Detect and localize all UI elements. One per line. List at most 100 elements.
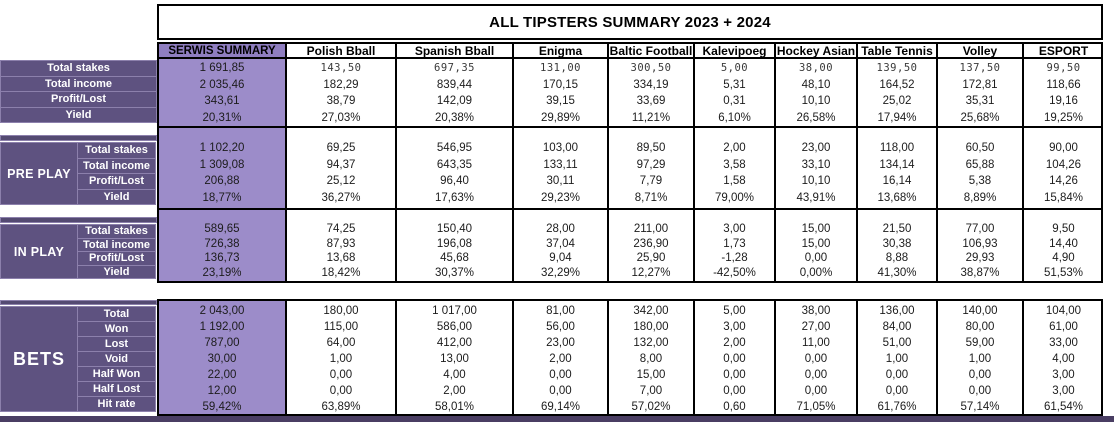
row-label-total-stakes[interactable]: Total stakes	[0, 60, 157, 77]
cell-bets-total-spanish-bball[interactable]: 1 017,00	[432, 305, 477, 317]
cell-bets-won-hockey-asian[interactable]: 27,00	[801, 321, 831, 333]
cell-inplay-profit-lost-hockey-asian[interactable]: 0,00	[804, 252, 828, 264]
cell-bets-lost-polish-bball[interactable]: 64,00	[326, 337, 356, 349]
cell-summary-yield-volley[interactable]: 25,68%	[960, 111, 1000, 124]
cell-preplay-yield-kalevipoeg[interactable]: 79,00%	[714, 191, 754, 204]
cell-summary-yield-baltic-football[interactable]: 11,21%	[631, 111, 671, 124]
cell-inplay-yield-baltic-football[interactable]: 12,27%	[631, 266, 671, 279]
row-label-bets-void[interactable]: Void	[77, 351, 156, 367]
cell-inplay-total-stakes-spanish-bball[interactable]: 150,40	[436, 223, 473, 235]
cell-bets-void-kalevipoeg[interactable]: 0,00	[723, 353, 746, 365]
cell-preplay-yield-table-tennis[interactable]: 13,68%	[877, 191, 917, 204]
row-label-inplay-profit-lost[interactable]: Profit/Lost	[77, 251, 156, 266]
cell-summary-total-stakes-polish-bball[interactable]: 143,50	[320, 62, 362, 74]
cell-bets-total-enigma[interactable]: 81,00	[546, 305, 575, 317]
row-label-bets-won[interactable]: Won	[77, 321, 156, 337]
cell-bets-total-serwis-summary[interactable]: 2 043,00	[199, 305, 245, 317]
cell-bets-lost-enigma[interactable]: 23,00	[546, 337, 575, 349]
cell-preplay-yield-polish-bball[interactable]: 36,27%	[321, 191, 361, 204]
group-label-in-play[interactable]: IN PLAY	[0, 224, 78, 279]
column-header-spanish-bball[interactable]: Spanish Bball	[395, 44, 512, 57]
cell-bets-won-baltic-football[interactable]: 180,00	[633, 321, 669, 333]
cell-inplay-total-stakes-esport[interactable]: 9,50	[1052, 223, 1075, 235]
cell-bets-half-lost-baltic-football[interactable]: 7,00	[639, 385, 663, 397]
column-header-baltic-football[interactable]: Baltic Football	[607, 44, 693, 57]
cell-bets-half-lost-table-tennis[interactable]: 0,00	[885, 385, 909, 397]
cell-preplay-profit-lost-spanish-bball[interactable]: 96,40	[440, 175, 469, 187]
cell-bets-lost-serwis-summary[interactable]: 787,00	[204, 337, 240, 349]
cell-bets-total-kalevipoeg[interactable]: 5,00	[723, 305, 746, 317]
cell-summary-profit-lost-serwis-summary[interactable]: 343,61	[204, 95, 240, 107]
cell-preplay-total-income-esport[interactable]: 104,26	[1045, 158, 1082, 171]
cell-summary-total-stakes-hockey-asian[interactable]: 38,00	[798, 62, 834, 74]
cell-preplay-yield-baltic-football[interactable]: 8,71%	[634, 191, 668, 204]
cell-bets-hit-rate-table-tennis[interactable]: 61,76%	[877, 401, 917, 413]
cell-bets-hit-rate-baltic-football[interactable]: 57,02%	[631, 401, 671, 413]
cell-bets-void-baltic-football[interactable]: 8,00	[639, 353, 663, 365]
cell-summary-profit-lost-table-tennis[interactable]: 25,02	[882, 95, 912, 107]
row-label-preplay-profit-lost[interactable]: Profit/Lost	[77, 173, 156, 190]
cell-preplay-total-income-volley[interactable]: 65,88	[965, 158, 995, 171]
cell-inplay-profit-lost-enigma[interactable]: 9,04	[549, 252, 572, 264]
cell-bets-hit-rate-spanish-bball[interactable]: 58,01%	[434, 401, 474, 413]
cell-summary-profit-lost-hockey-asian[interactable]: 10,10	[801, 95, 831, 107]
cell-bets-void-enigma[interactable]: 2,00	[549, 353, 572, 365]
cell-summary-total-income-kalevipoeg[interactable]: 5,31	[723, 78, 746, 91]
column-header-polish-bball[interactable]: Polish Bball	[285, 44, 395, 57]
cell-bets-half-won-baltic-football[interactable]: 15,00	[636, 369, 666, 381]
cell-bets-total-esport[interactable]: 104,00	[1045, 305, 1082, 317]
cell-preplay-yield-esport[interactable]: 15,84%	[1043, 191, 1083, 204]
cell-bets-hit-rate-serwis-summary[interactable]: 59,42%	[202, 401, 242, 413]
cell-inplay-total-income-table-tennis[interactable]: 30,38	[882, 237, 912, 250]
cell-summary-yield-serwis-summary[interactable]: 20,31%	[202, 111, 242, 124]
cell-bets-half-lost-polish-bball[interactable]: 0,00	[329, 385, 353, 397]
cell-bets-won-spanish-bball[interactable]: 586,00	[436, 321, 473, 333]
cell-summary-total-income-serwis-summary[interactable]: 2 035,46	[199, 78, 245, 91]
cell-bets-total-hockey-asian[interactable]: 38,00	[801, 305, 831, 317]
cell-bets-half-lost-enigma[interactable]: 0,00	[549, 385, 572, 397]
cell-bets-half-won-hockey-asian[interactable]: 0,00	[804, 369, 828, 381]
column-header-hockey-asian[interactable]: Hockey Asian	[774, 44, 856, 57]
cell-inplay-total-income-hockey-asian[interactable]: 15,00	[801, 237, 831, 250]
cell-inplay-yield-kalevipoeg[interactable]: -42,50%	[713, 266, 756, 279]
cell-bets-hit-rate-volley[interactable]: 57,14%	[960, 401, 1000, 413]
cell-inplay-yield-volley[interactable]: 38,87%	[960, 266, 1000, 279]
cell-inplay-yield-esport[interactable]: 51,53%	[1043, 266, 1083, 279]
cell-summary-total-stakes-esport[interactable]: 99,50	[1046, 62, 1081, 74]
cell-summary-total-income-volley[interactable]: 172,81	[962, 78, 998, 91]
cell-bets-void-esport[interactable]: 4,00	[1052, 353, 1075, 365]
cell-bets-void-hockey-asian[interactable]: 0,00	[804, 353, 828, 365]
cell-preplay-total-income-spanish-bball[interactable]: 643,35	[436, 158, 473, 171]
cell-summary-total-income-baltic-football[interactable]: 334,19	[633, 78, 669, 91]
cell-inplay-yield-spanish-bball[interactable]: 30,37%	[434, 266, 474, 279]
cell-bets-won-kalevipoeg[interactable]: 3,00	[723, 321, 746, 333]
row-label-inplay-total-stakes[interactable]: Total stakes	[77, 224, 156, 239]
cell-inplay-total-income-esport[interactable]: 14,40	[1049, 237, 1078, 250]
row-label-bets-total[interactable]: Total	[77, 306, 156, 322]
cell-bets-total-volley[interactable]: 140,00	[962, 305, 998, 317]
column-header-table-tennis[interactable]: Table Tennis	[856, 44, 936, 57]
cell-bets-half-won-serwis-summary[interactable]: 22,00	[207, 369, 237, 381]
cell-bets-hit-rate-esport[interactable]: 61,54%	[1043, 401, 1083, 413]
cell-summary-total-stakes-spanish-bball[interactable]: 697,35	[434, 62, 475, 74]
cell-bets-won-serwis-summary[interactable]: 1 192,00	[199, 321, 245, 333]
cell-bets-won-table-tennis[interactable]: 84,00	[882, 321, 912, 333]
cell-bets-total-table-tennis[interactable]: 136,00	[879, 305, 915, 317]
cell-preplay-total-income-baltic-football[interactable]: 97,29	[636, 158, 666, 171]
cell-bets-hit-rate-kalevipoeg[interactable]: 0,60	[723, 401, 746, 413]
cell-bets-void-polish-bball[interactable]: 1,00	[329, 353, 353, 365]
row-label-bets-half-lost[interactable]: Half Lost	[77, 381, 156, 397]
cell-summary-profit-lost-spanish-bball[interactable]: 142,09	[436, 95, 473, 107]
cell-summary-yield-hockey-asian[interactable]: 26,58%	[796, 111, 836, 124]
cell-inplay-total-stakes-hockey-asian[interactable]: 15,00	[801, 223, 831, 235]
row-label-total-income[interactable]: Total income	[0, 75, 157, 92]
cell-inplay-yield-enigma[interactable]: 32,29%	[540, 266, 580, 279]
cell-inplay-total-income-kalevipoeg[interactable]: 1,73	[723, 237, 746, 250]
cell-summary-yield-spanish-bball[interactable]: 20,38%	[434, 111, 474, 124]
cell-bets-lost-esport[interactable]: 33,00	[1049, 337, 1078, 349]
cell-inplay-total-stakes-enigma[interactable]: 28,00	[546, 223, 575, 235]
cell-preplay-total-income-enigma[interactable]: 133,11	[543, 158, 578, 171]
cell-inplay-total-income-polish-bball[interactable]: 87,93	[326, 237, 356, 250]
cell-preplay-total-stakes-esport[interactable]: 90,00	[1049, 142, 1078, 154]
cell-bets-half-won-volley[interactable]: 0,00	[968, 369, 992, 381]
